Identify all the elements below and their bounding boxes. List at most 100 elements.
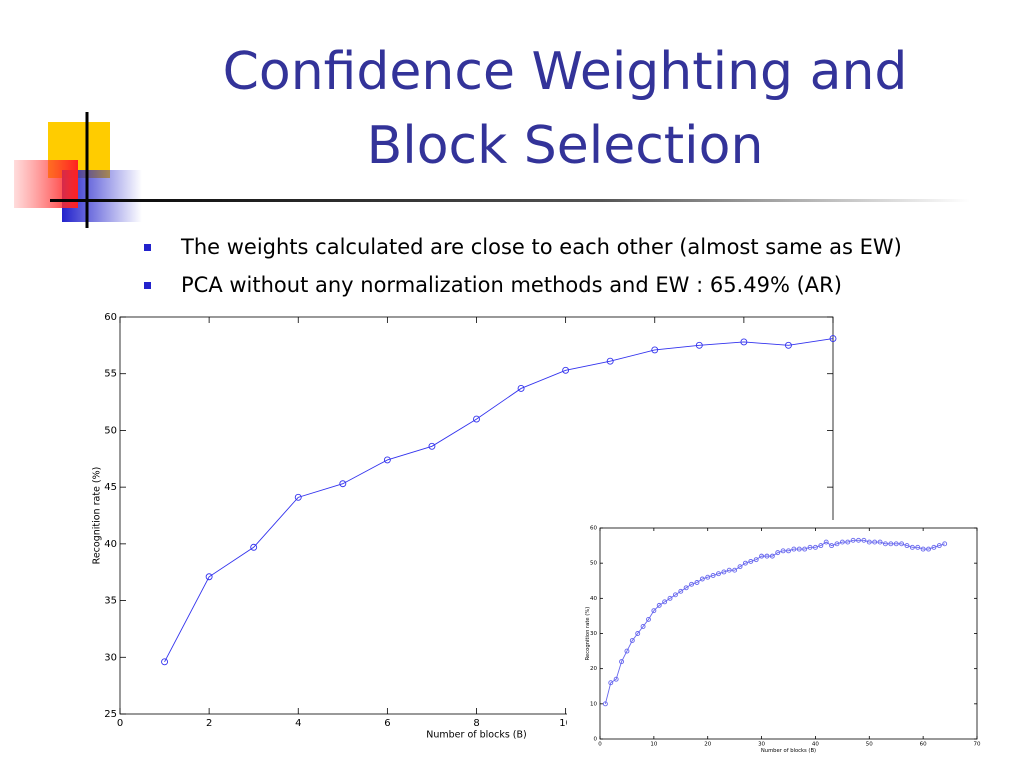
data-point	[780, 548, 786, 554]
data-point	[161, 658, 169, 666]
data-point	[732, 567, 738, 573]
data-point	[517, 385, 525, 392]
data-point	[683, 585, 689, 591]
data-point	[829, 335, 837, 343]
data-point	[942, 541, 948, 547]
data-point	[775, 550, 781, 556]
data-point	[602, 701, 608, 707]
data-point	[250, 543, 258, 551]
data-point	[915, 544, 921, 550]
y-tick-label: 30	[104, 652, 117, 663]
data-point	[721, 569, 727, 575]
x-tick-label: 0	[598, 741, 602, 747]
data-point	[710, 573, 716, 578]
data-point	[629, 638, 635, 643]
data-point	[619, 659, 624, 665]
y-tick-label: 25	[104, 709, 117, 720]
y-tick-label: 60	[590, 526, 597, 532]
data-point	[893, 541, 899, 547]
bullet-icon	[144, 282, 151, 289]
y-tick-label: 30	[590, 631, 597, 637]
data-point	[613, 676, 619, 682]
y-tick-label: 55	[104, 369, 117, 380]
y-tick-label: 10	[590, 701, 597, 707]
y-tick-label: 45	[104, 482, 117, 493]
title: Block Selection	[367, 116, 764, 176]
data-point	[651, 608, 657, 614]
data-point	[936, 543, 942, 549]
x-tick-label: 10	[650, 741, 657, 747]
y-axis-label: Recognition rate (%)	[92, 467, 103, 565]
data-point	[877, 539, 883, 545]
data-point	[656, 602, 662, 608]
x-tick-label: 60	[920, 741, 927, 747]
data-point	[931, 544, 937, 550]
y-axis-label: Recognition rate (%)	[585, 607, 591, 661]
data-point	[473, 415, 480, 423]
data-point	[888, 541, 894, 547]
data-point	[694, 580, 700, 585]
data-line	[604, 539, 945, 704]
data-point	[812, 544, 818, 550]
data-point	[850, 537, 856, 543]
data-point	[926, 546, 931, 552]
data-point	[909, 544, 915, 550]
data-point	[861, 537, 867, 543]
x-tick-label: 30	[758, 741, 765, 747]
data-point	[651, 346, 659, 354]
data-line	[164, 338, 834, 663]
data-point	[802, 546, 808, 552]
data-point	[872, 539, 878, 545]
x-tick-label: 6	[384, 718, 390, 729]
data-point	[740, 338, 748, 346]
data-point	[753, 557, 759, 563]
y-tick-label: 50	[104, 425, 117, 436]
data-point	[608, 680, 614, 686]
data-point	[839, 539, 845, 545]
data-point	[899, 541, 905, 547]
data-point	[705, 574, 711, 580]
data-point	[866, 539, 872, 545]
x-tick-label: 40	[812, 741, 819, 747]
data-point	[769, 553, 775, 559]
x-tick-label: 4	[295, 718, 301, 729]
data-point	[784, 341, 792, 349]
data-point	[829, 543, 835, 549]
x-tick-label: 50	[866, 741, 873, 747]
data-point	[726, 567, 732, 573]
y-tick-label: 40	[590, 596, 597, 602]
data-point	[807, 544, 813, 550]
x-tick-label: 70	[974, 741, 981, 747]
data-point	[662, 599, 668, 605]
x-tick-label: 2	[206, 718, 212, 729]
x-axis-label: Number of blocks (B)	[761, 748, 816, 754]
y-tick-label: 50	[590, 561, 597, 567]
x-tick-label: 0	[117, 718, 123, 729]
data-point	[672, 592, 678, 598]
data-point	[205, 573, 213, 581]
data-point	[640, 624, 646, 629]
bullet: PCA without any normalization methods an…	[181, 273, 842, 297]
data-point	[823, 539, 829, 545]
data-point	[646, 616, 651, 622]
x-axis-label: Number of blocks (B)	[426, 730, 526, 741]
data-point	[606, 357, 614, 365]
y-tick-label: 20	[590, 666, 597, 672]
y-tick-label: 60	[104, 312, 117, 323]
data-point	[695, 341, 703, 349]
y-tick-label: 35	[104, 596, 117, 607]
plot-frame	[599, 527, 978, 740]
data-point	[742, 560, 748, 566]
data-point	[786, 548, 791, 554]
data-point	[882, 541, 888, 547]
decoration	[14, 112, 970, 228]
data-point	[624, 648, 630, 654]
data-point	[716, 571, 721, 577]
data-point	[759, 553, 765, 559]
y-tick-label: 40	[104, 539, 117, 550]
data-point	[748, 558, 754, 564]
data-point	[294, 493, 302, 501]
data-point	[764, 553, 770, 559]
x-tick-label: 10	[559, 718, 572, 729]
